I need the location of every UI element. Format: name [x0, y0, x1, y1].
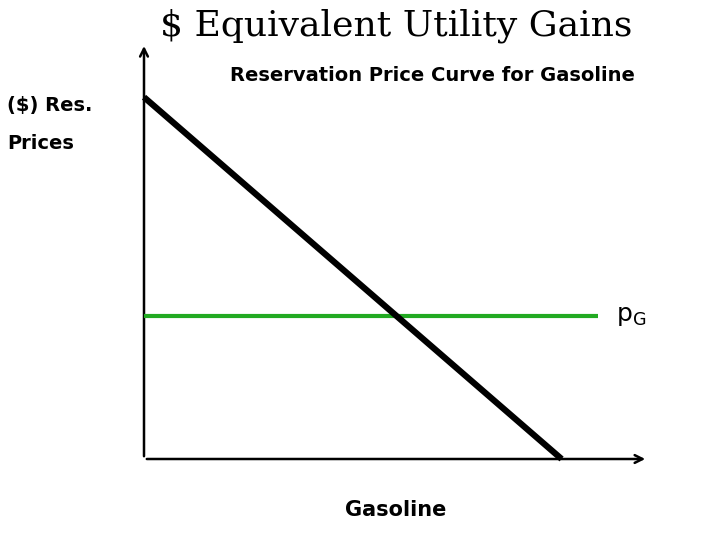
Text: Reservation Price Curve for Gasoline: Reservation Price Curve for Gasoline [230, 66, 635, 85]
Text: Prices: Prices [7, 133, 74, 153]
Text: p$_\mathregular{G}$: p$_\mathregular{G}$ [616, 304, 646, 328]
Text: Gasoline: Gasoline [346, 500, 446, 521]
Text: ($) Res.: ($) Res. [7, 96, 93, 115]
Text: $ Equivalent Utility Gains: $ Equivalent Utility Gains [160, 8, 632, 43]
